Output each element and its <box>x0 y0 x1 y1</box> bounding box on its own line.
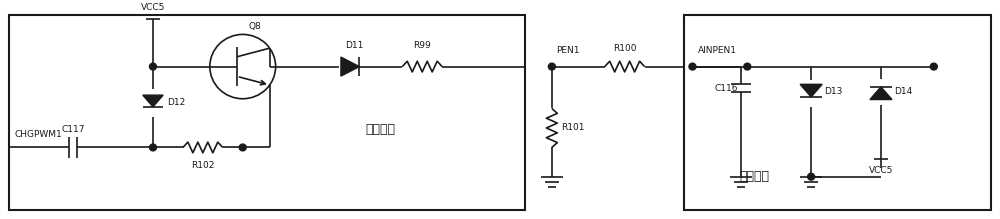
Text: D12: D12 <box>167 98 185 107</box>
Text: 充电电路: 充电电路 <box>365 124 395 136</box>
Text: R100: R100 <box>613 44 636 53</box>
Circle shape <box>744 63 751 70</box>
Text: PEN1: PEN1 <box>556 46 579 55</box>
Circle shape <box>149 144 156 151</box>
Text: VCC5: VCC5 <box>869 166 893 175</box>
Circle shape <box>149 63 156 70</box>
Polygon shape <box>341 57 359 76</box>
Text: D13: D13 <box>824 87 842 96</box>
Bar <box>9 15 525 210</box>
Circle shape <box>239 144 246 151</box>
Circle shape <box>808 173 815 180</box>
Bar <box>684 15 991 210</box>
Polygon shape <box>800 84 822 97</box>
Text: AINPEN1: AINPEN1 <box>697 46 736 55</box>
Text: C116: C116 <box>715 83 738 92</box>
Text: R99: R99 <box>413 41 431 50</box>
Text: CHGPWM1: CHGPWM1 <box>14 130 62 139</box>
Text: Q8: Q8 <box>248 21 261 30</box>
Text: VCC5: VCC5 <box>141 3 165 12</box>
Circle shape <box>548 63 555 70</box>
Polygon shape <box>870 87 892 99</box>
Text: R101: R101 <box>561 124 584 132</box>
Text: C117: C117 <box>61 125 85 134</box>
Text: 检测电路: 检测电路 <box>739 170 769 183</box>
Circle shape <box>689 63 696 70</box>
Polygon shape <box>143 95 163 107</box>
Circle shape <box>930 63 937 70</box>
Text: D14: D14 <box>894 87 912 96</box>
Text: D11: D11 <box>345 41 364 50</box>
Text: R102: R102 <box>191 161 215 170</box>
